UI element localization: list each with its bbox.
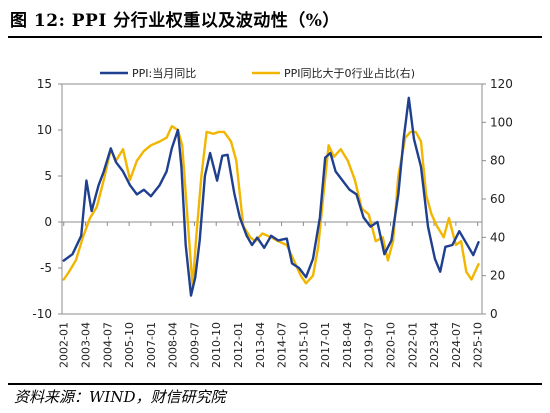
x-tick-label: 2025-10 bbox=[472, 322, 485, 368]
source-note: 资料来源：WIND，财信研究院 bbox=[14, 388, 226, 406]
right-tick-label: 60 bbox=[490, 192, 505, 206]
legend-label: PPI:当月同比 bbox=[132, 66, 196, 80]
x-tick-label: 2020-10 bbox=[385, 322, 398, 368]
right-tick-label: 40 bbox=[490, 230, 505, 244]
x-tick-label: 2019-07 bbox=[363, 322, 376, 368]
right-tick-label: 100 bbox=[490, 115, 513, 129]
left-tick-label: 15 bbox=[37, 77, 52, 91]
x-tick-label: 2022-01 bbox=[406, 322, 419, 368]
x-tick-label: 2004-07 bbox=[101, 322, 114, 368]
legend: PPI:当月同比 PPI同比大于0行业占比(右) bbox=[100, 66, 415, 80]
x-tick-label: 2003-04 bbox=[80, 322, 93, 368]
left-tick-label: 0 bbox=[44, 215, 52, 229]
right-tick-label: 20 bbox=[490, 269, 505, 283]
left-tick-label: -10 bbox=[32, 307, 52, 321]
x-tick-label: 2014-07 bbox=[276, 322, 289, 368]
plot-border bbox=[61, 83, 483, 315]
figure-title: 图 12: PPI 分行业权重以及波动性（%） bbox=[10, 11, 340, 31]
plot-frame bbox=[61, 83, 483, 315]
x-tick-label: 2010-10 bbox=[210, 322, 223, 368]
bottom-rule bbox=[8, 383, 542, 385]
right-tick-label: 80 bbox=[490, 154, 505, 168]
left-axis: 15 10 5 0 -5 -10 bbox=[32, 77, 62, 321]
left-tick-label: 10 bbox=[37, 123, 52, 137]
legend-label: PPI同比大于0行业占比(右) bbox=[284, 66, 415, 80]
x-tick-label: 2013-04 bbox=[254, 322, 267, 368]
series-lines bbox=[62, 96, 480, 297]
right-axis: 120 100 80 60 40 20 0 bbox=[482, 77, 513, 321]
series-line-ppi-yoy bbox=[62, 96, 480, 297]
right-tick-label: 120 bbox=[490, 77, 513, 91]
x-tick-label: 2015-10 bbox=[297, 322, 310, 368]
right-tick-label: 0 bbox=[490, 307, 498, 321]
x-tick-label: 2012-01 bbox=[232, 322, 245, 368]
x-tick-label: 2023-04 bbox=[428, 322, 441, 368]
x-tick-label: 2007-01 bbox=[145, 322, 158, 368]
left-tick-label: -5 bbox=[40, 261, 52, 275]
x-tick-label: 2002-01 bbox=[58, 322, 71, 368]
x-tick-label: 2018-04 bbox=[341, 322, 354, 368]
x-tick-label: 2008-04 bbox=[167, 322, 180, 368]
left-tick-label: 5 bbox=[44, 169, 52, 183]
x-tick-label: 2024-07 bbox=[450, 322, 463, 368]
x-tick-label: 2017-01 bbox=[319, 322, 332, 368]
top-rule bbox=[8, 36, 542, 38]
chart: 15 10 5 0 -5 -10 120 100 80 60 40 20 0 2002-01 2003-… bbox=[32, 66, 513, 368]
x-tick-label: 2005-10 bbox=[123, 322, 136, 368]
x-tick-label: 2009-07 bbox=[188, 322, 201, 368]
x-axis: 2002-01 2003-04 2004-07 2005-10 2007-01 2008-… bbox=[58, 222, 485, 368]
